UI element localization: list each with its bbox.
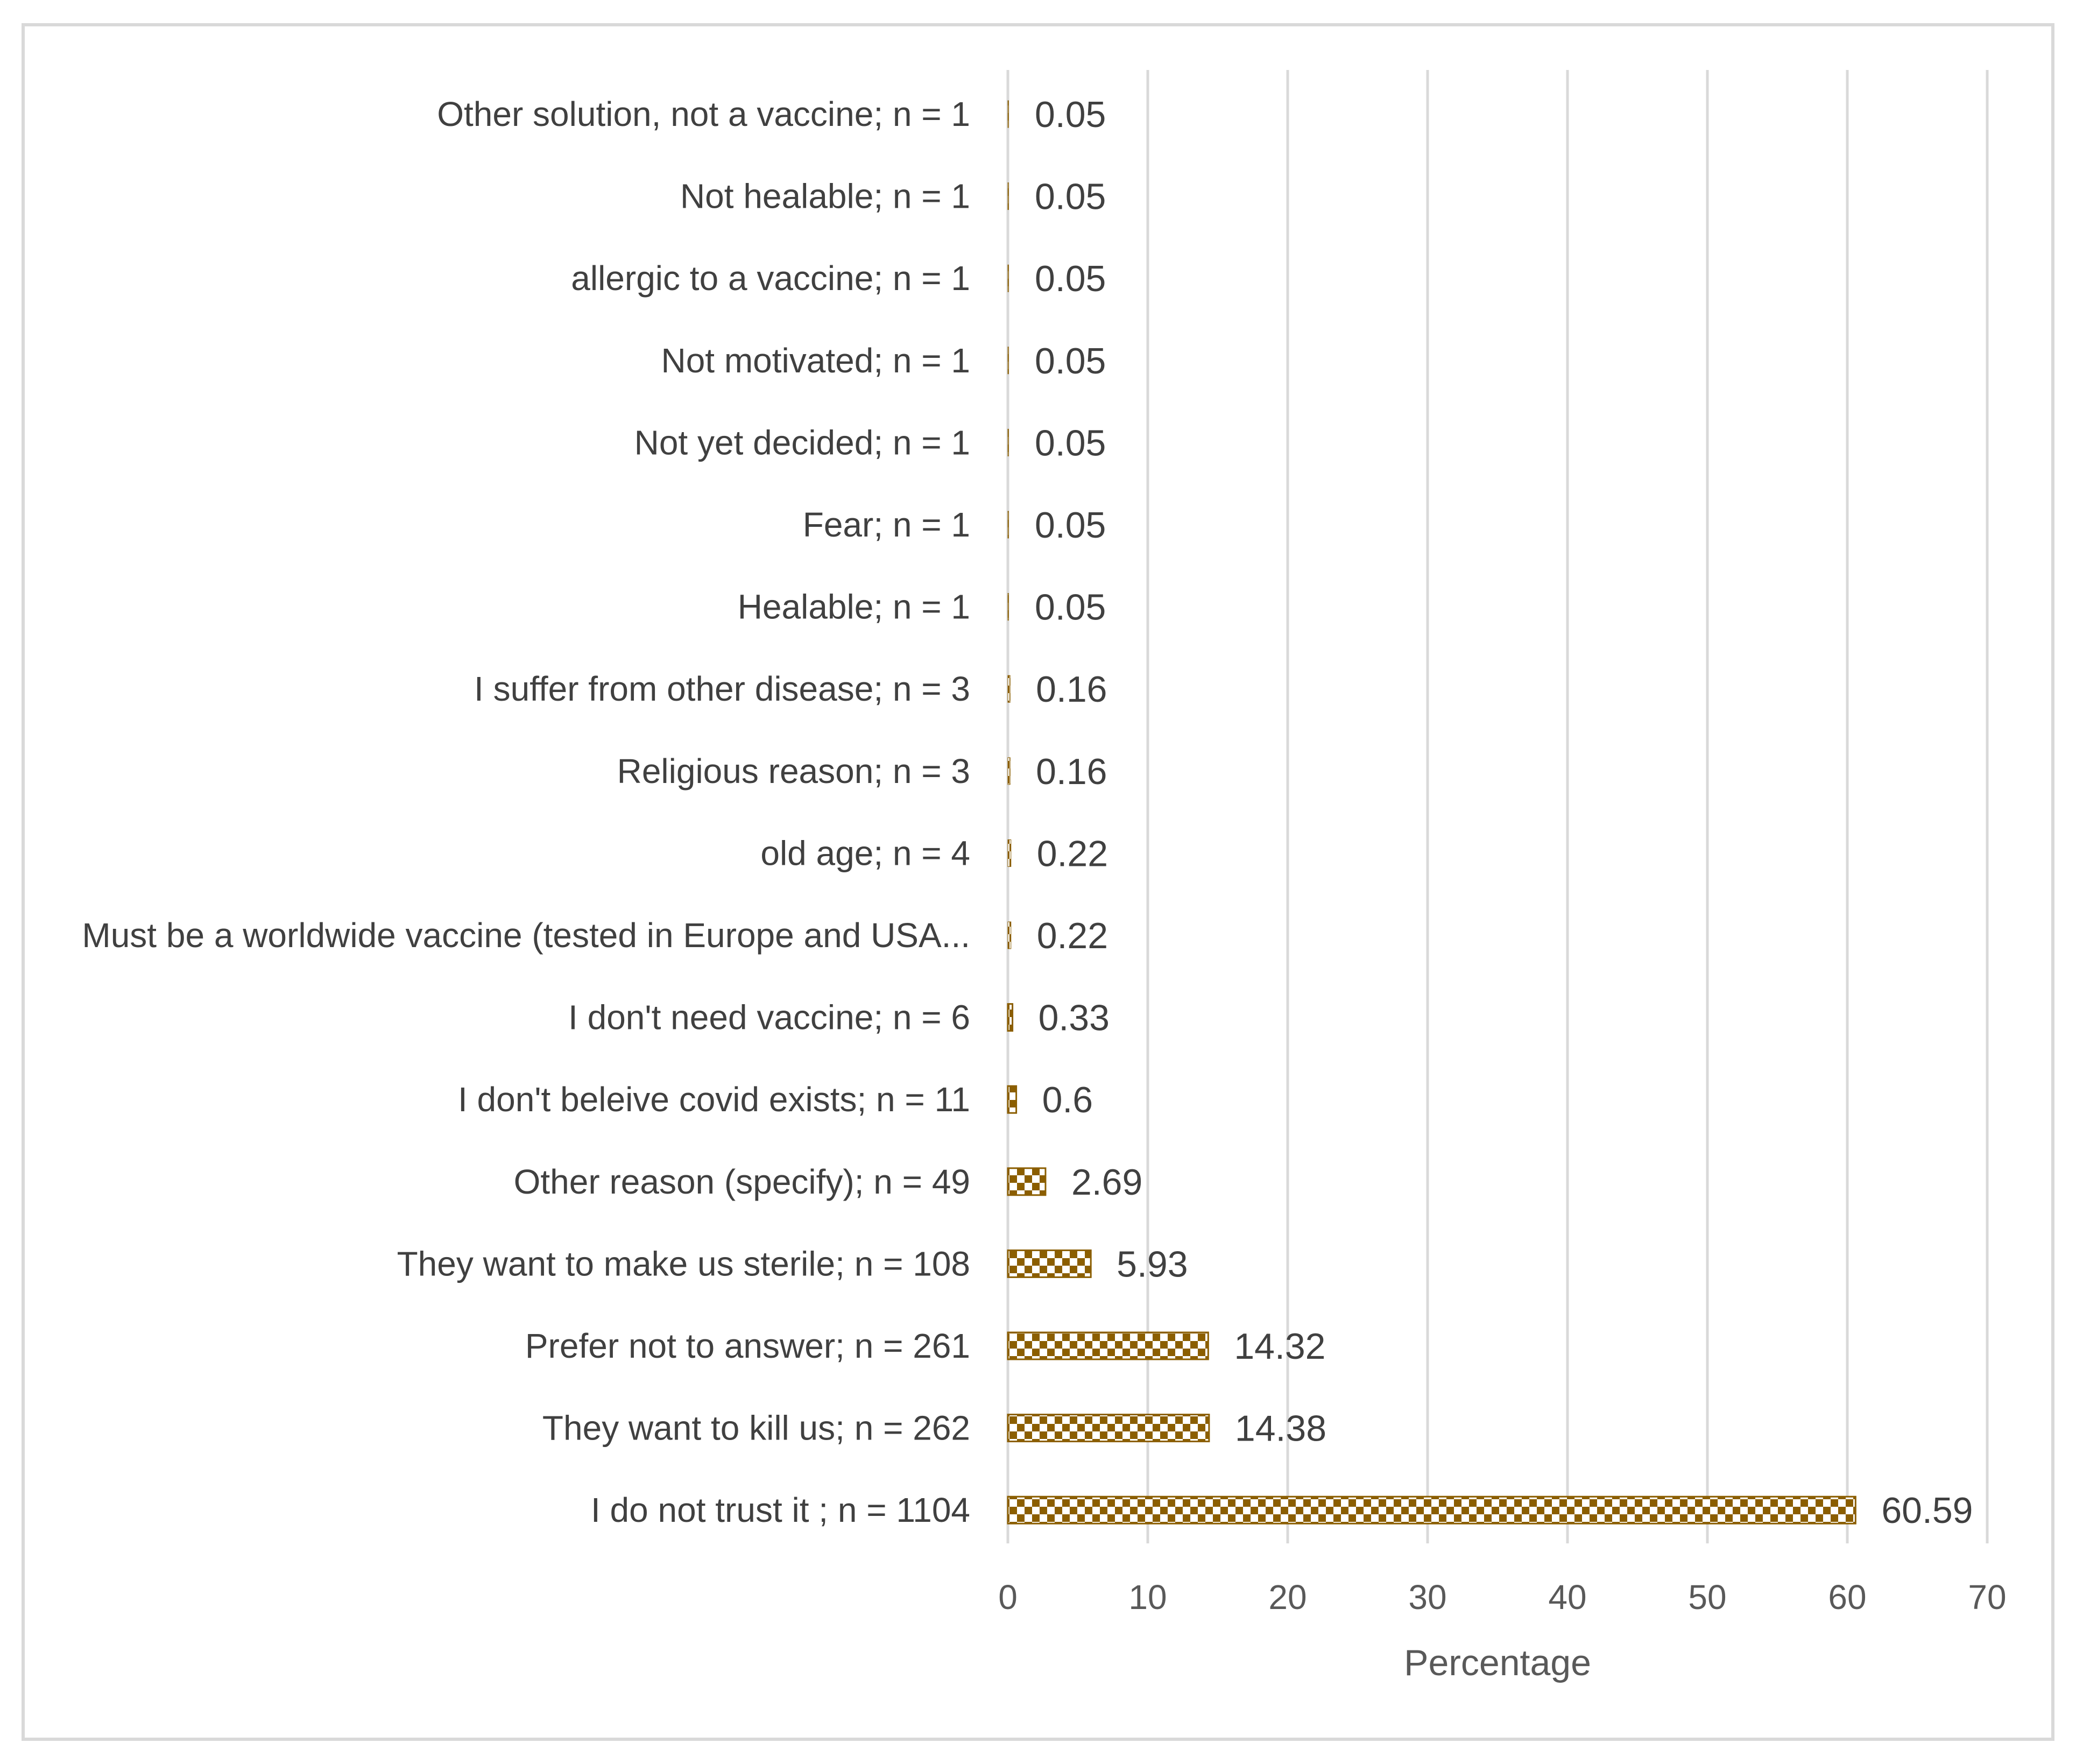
bar	[1007, 1249, 1092, 1278]
gridlines	[1006, 70, 1989, 1543]
category-label: Not healable; n = 1	[680, 177, 970, 216]
value-labels: 0.05 0.05 0.05 0.05 0.05 0.05 0.05 0.16 0.16 0.22…	[1035, 94, 1973, 1531]
category-label: allergic to a vaccine; n = 1	[571, 259, 970, 298]
data-label: 0.16	[1036, 669, 1107, 710]
category-label: Must be a worldwide vaccine (tested in E…	[82, 916, 970, 955]
bar	[1007, 675, 1011, 703]
x-tick-label: 70	[1968, 1578, 2006, 1617]
bar	[1007, 1003, 1014, 1032]
category-label: Religious reason; n = 3	[617, 752, 970, 791]
bar	[1007, 1167, 1047, 1196]
data-label: 0.05	[1035, 177, 1106, 217]
bar	[1007, 1495, 1856, 1525]
x-tick-label: 10	[1128, 1578, 1167, 1617]
bar	[1007, 1414, 1210, 1443]
x-tick-label: 20	[1268, 1578, 1307, 1617]
data-label: 0.05	[1035, 587, 1106, 628]
category-label: I suffer from other disease; n = 3	[474, 669, 970, 708]
category-label: They want to kill us; n = 262	[542, 1409, 970, 1448]
data-label: 0.05	[1035, 94, 1106, 135]
data-label: 0.05	[1035, 341, 1106, 382]
data-label: 0.22	[1037, 915, 1108, 956]
data-label: 0.16	[1036, 751, 1107, 792]
x-tick-label: 30	[1408, 1578, 1446, 1617]
bar	[1007, 921, 1012, 949]
category-label: I don't need vaccine; n = 6	[568, 998, 970, 1037]
data-label: 14.38	[1235, 1408, 1326, 1449]
data-label: 0.6	[1042, 1079, 1093, 1120]
data-label: 2.69	[1071, 1162, 1142, 1203]
bars	[1007, 100, 1856, 1525]
data-label: 0.05	[1035, 422, 1106, 463]
data-label: 0.05	[1035, 258, 1106, 299]
x-axis-title: Percentage	[1404, 1642, 1591, 1683]
x-tick-label: 0	[998, 1578, 1018, 1617]
data-label: 0.22	[1037, 833, 1108, 874]
category-labels: Other solution, not a vaccine; n = 1 Not …	[82, 95, 970, 1529]
data-label: 0.05	[1035, 505, 1106, 546]
x-tick-label: 40	[1548, 1578, 1586, 1617]
category-label: Not motivated; n = 1	[661, 341, 970, 380]
bar	[1007, 1331, 1209, 1360]
category-label: They want to make us sterile; n = 108	[397, 1244, 970, 1283]
data-label: 5.93	[1117, 1244, 1188, 1285]
category-label: Healable; n = 1	[738, 588, 970, 626]
bar	[1007, 757, 1011, 785]
category-label: I don't beleive covid exists; n = 11	[458, 1080, 970, 1119]
category-label: Prefer not to answer; n = 261	[525, 1326, 970, 1365]
chart-frame	[22, 23, 2054, 1741]
category-label: old age; n = 4	[760, 834, 970, 872]
x-tick-label: 50	[1688, 1578, 1726, 1617]
category-label: Fear; n = 1	[803, 505, 970, 544]
data-label: 60.59	[1881, 1490, 1973, 1531]
x-tick-labels: 0 10 20 30 40 50 60 70	[998, 1578, 2006, 1617]
category-label: Other reason (specify); n = 49	[514, 1162, 970, 1201]
data-label: 14.32	[1234, 1326, 1325, 1367]
category-label: Other solution, not a vaccine; n = 1	[437, 95, 970, 133]
category-label: Not yet decided; n = 1	[634, 423, 970, 462]
bar	[1007, 1085, 1018, 1114]
x-tick-label: 60	[1828, 1578, 1866, 1617]
category-label: I do not trust it ; n = 1104	[591, 1491, 970, 1529]
bar	[1007, 839, 1012, 867]
data-label: 0.33	[1039, 998, 1110, 1039]
